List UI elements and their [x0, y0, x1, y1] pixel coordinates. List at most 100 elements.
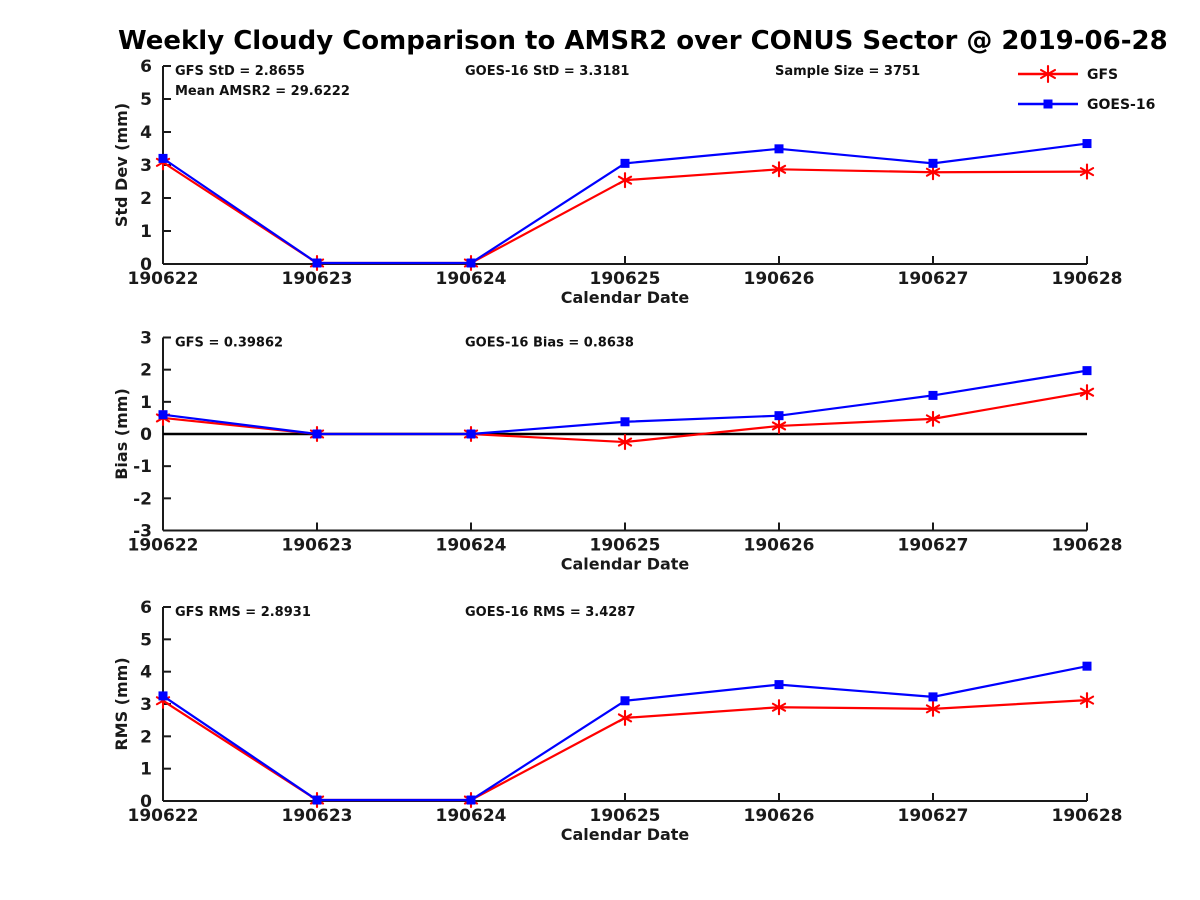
- y-tick-label: -1: [133, 457, 152, 477]
- goes16-series: [158, 661, 1092, 805]
- goes16-line: [162, 665, 1088, 802]
- x-tick-label: 190628: [1052, 269, 1123, 289]
- subplot-bias: -3 -2 -1 0 1 2 3 190622 190623 190624 190625 190626…: [112, 329, 1122, 574]
- y-tick-label: 5: [140, 90, 152, 110]
- x-tick-label: 190624: [436, 536, 507, 556]
- goes16-marker: [158, 153, 168, 163]
- y-tick-label: 0: [140, 425, 152, 445]
- y-tick-label: 2: [140, 189, 152, 209]
- y-axis-title: RMS (mm): [112, 657, 131, 750]
- legend-square-icon: [1043, 99, 1053, 109]
- goes16-marker: [158, 691, 168, 701]
- annotation: GFS = 0.39862: [175, 336, 283, 351]
- subplot-rms: 0 1 2 3 4 5 6 190622 190623 190624 190625 190626 190…: [112, 598, 1122, 844]
- goes16-marker: [1082, 366, 1092, 376]
- goes16-marker: [774, 144, 784, 154]
- y-tick-label: -2: [133, 489, 152, 509]
- y-tick-label: 2: [140, 361, 152, 381]
- goes16-marker: [1082, 139, 1092, 149]
- gfs-marker: [771, 699, 787, 716]
- gfs-series: [155, 154, 1095, 272]
- gfs-marker: [1079, 384, 1095, 401]
- y-axis-title: Std Dev (mm): [112, 103, 131, 227]
- y-tick-label: 3: [140, 156, 152, 176]
- annotation: Mean AMSR2 = 29.6222: [175, 84, 350, 99]
- y-tick-label: 6: [140, 57, 152, 77]
- y-tick-label: -3: [133, 522, 152, 542]
- x-tick-label: 190626: [744, 269, 815, 289]
- goes16-marker: [466, 795, 476, 805]
- gfs-marker: [925, 700, 941, 717]
- goes16-marker: [158, 410, 168, 420]
- goes16-marker: [928, 158, 938, 168]
- legend-asterisk-icon: [1039, 64, 1057, 84]
- goes16-marker: [312, 795, 322, 805]
- y-tick-label: 1: [140, 760, 152, 780]
- goes16-marker: [928, 390, 938, 400]
- figure-title: Weekly Cloudy Comparison to AMSR2 over C…: [118, 26, 1168, 56]
- y-tick-label: 5: [140, 630, 152, 650]
- goes16-marker: [774, 680, 784, 690]
- x-tick-label: 190628: [1052, 806, 1123, 826]
- gfs-marker: [925, 410, 941, 427]
- gfs-marker: [1079, 692, 1095, 709]
- annotation: Sample Size = 3751: [775, 64, 920, 79]
- x-axis-title: Calendar Date: [561, 288, 690, 307]
- goes16-marker: [928, 692, 938, 702]
- legend-label: GFS: [1087, 67, 1118, 83]
- legend-entry-gfs: GFS: [1018, 64, 1118, 84]
- goes16-marker: [620, 417, 630, 427]
- y-tick-label: 4: [140, 123, 152, 143]
- goes16-series: [158, 366, 1092, 439]
- goes16-marker: [466, 258, 476, 268]
- gfs-marker: [771, 417, 787, 435]
- annotation: GFS StD = 2.8655: [175, 64, 305, 79]
- y-tick-label: 1: [140, 393, 152, 413]
- gfs-marker: [1079, 163, 1095, 180]
- gfs-series: [155, 384, 1095, 451]
- y-tick-label: 3: [140, 329, 152, 349]
- x-tick-label: 190624: [436, 806, 507, 826]
- y-tick-label: 4: [140, 663, 152, 683]
- y-tick-label: 2: [140, 727, 152, 747]
- gfs-marker: [771, 161, 787, 178]
- x-tick-label: 190627: [898, 806, 969, 826]
- x-tick-label: 190622: [128, 806, 199, 826]
- y-tick-label: 0: [140, 255, 152, 275]
- x-tick-label: 190626: [744, 536, 815, 556]
- x-tick-label: 190625: [590, 269, 661, 289]
- x-tick-label: 190622: [128, 269, 199, 289]
- goes16-marker: [312, 258, 322, 268]
- x-axis-title: Calendar Date: [561, 825, 690, 844]
- x-tick-label: 190627: [898, 536, 969, 556]
- subplot-stddev: 0 1 2 3 4 5 6 190622 190623 190624 190625 190626 190…: [112, 57, 1122, 307]
- y-tick-label: 0: [140, 792, 152, 812]
- y-tick-label: 1: [140, 222, 152, 242]
- annotation: GOES-16 Bias = 0.8638: [465, 336, 634, 351]
- x-tick-label: 190623: [282, 269, 353, 289]
- goes16-marker: [620, 158, 630, 168]
- x-tick-label: 190624: [436, 269, 507, 289]
- legend: GFS GOES-16: [1018, 64, 1155, 113]
- x-tick-label: 190623: [282, 806, 353, 826]
- x-tick-label: 190623: [282, 536, 353, 556]
- x-tick-label: 190625: [590, 536, 661, 556]
- x-axis-title: Calendar Date: [561, 555, 690, 574]
- y-tick-label: 3: [140, 695, 152, 715]
- gfs-series: [155, 692, 1095, 809]
- x-tick-label: 190628: [1052, 536, 1123, 556]
- gfs-marker: [617, 709, 633, 726]
- goes16-marker: [620, 696, 630, 706]
- annotation: GFS RMS = 2.8931: [175, 605, 311, 620]
- goes16-series: [158, 139, 1092, 268]
- x-tick-label: 190626: [744, 806, 815, 826]
- legend-entry-goes16: GOES-16: [1018, 97, 1155, 113]
- goes16-marker: [774, 411, 784, 421]
- goes16-marker: [1082, 661, 1092, 671]
- x-tick-label: 190627: [898, 269, 969, 289]
- x-tick-label: 190622: [128, 536, 199, 556]
- gfs-marker: [617, 172, 633, 189]
- annotation: GOES-16 RMS = 3.4287: [465, 605, 635, 620]
